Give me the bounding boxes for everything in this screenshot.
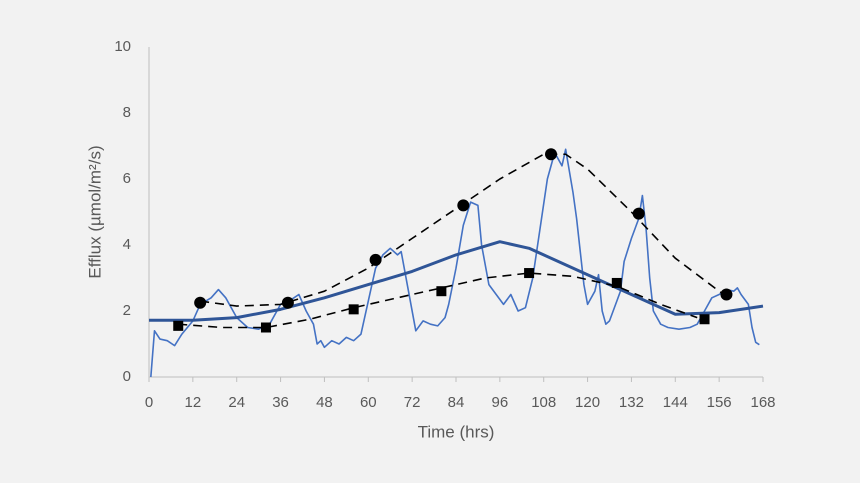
marker-circle [281, 296, 294, 309]
x-tick-label: 60 [360, 394, 377, 411]
x-tick-label: 12 [185, 394, 202, 411]
x-tick-label: 168 [750, 394, 775, 411]
x-tick-label: 132 [619, 394, 644, 411]
marker-square [524, 268, 535, 279]
x-tick-label: 72 [404, 394, 421, 411]
marker-square [173, 320, 184, 331]
x-tick-label: 0 [145, 394, 153, 411]
series-line [149, 240, 764, 322]
marker-circle [545, 148, 558, 161]
marker-square [260, 322, 271, 333]
y-tick-label: 4 [123, 236, 131, 253]
marker-circle [632, 207, 645, 220]
y-tick-label: 10 [114, 38, 131, 55]
x-tick-label: 156 [707, 394, 732, 411]
marker-circle [720, 288, 733, 301]
marker-square [436, 286, 447, 297]
marker-square [611, 277, 622, 288]
y-tick-label: 2 [123, 302, 131, 319]
y-tick-label: 8 [123, 104, 131, 121]
marker-circle [194, 296, 207, 309]
y-axis-label: Efflux (µmol/m²/s) [85, 145, 104, 278]
x-tick-label: 120 [575, 394, 600, 411]
marker-square [348, 304, 359, 315]
x-tick-label: 84 [448, 394, 465, 411]
x-tick-label: 108 [531, 394, 556, 411]
x-tick-label: 24 [228, 394, 245, 411]
x-tick-label: 96 [492, 394, 509, 411]
x-tick-label: 48 [316, 394, 333, 411]
y-tick-label: 6 [123, 170, 131, 187]
x-axis-label: Time (hrs) [418, 422, 495, 441]
marker-square [699, 314, 710, 325]
x-tick-label: 144 [663, 394, 688, 411]
marker-circle [457, 199, 470, 212]
x-tick-label: 36 [272, 394, 289, 411]
marker-circle [369, 253, 382, 266]
y-tick-label: 0 [123, 368, 131, 385]
series-line [200, 153, 727, 307]
